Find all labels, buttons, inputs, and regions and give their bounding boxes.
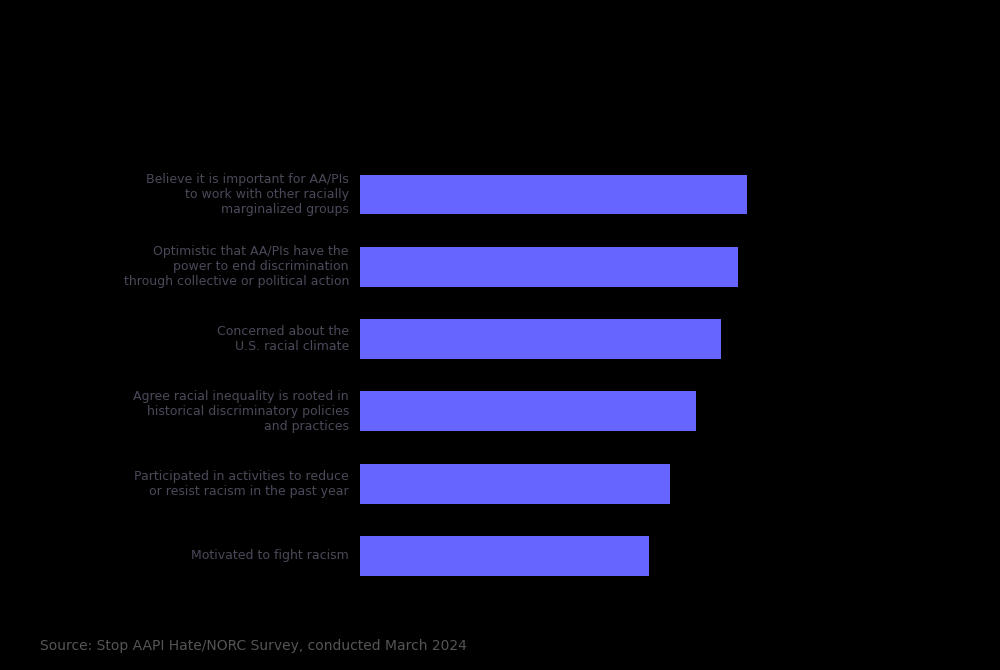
Bar [360, 464, 670, 504]
Bar [360, 174, 747, 214]
Bar [360, 536, 649, 576]
Text: Source: Stop AAPI Hate/NORC Survey, conducted March 2024: Source: Stop AAPI Hate/NORC Survey, cond… [40, 639, 467, 653]
Bar [360, 319, 721, 359]
Bar [360, 391, 696, 431]
Bar [360, 247, 738, 287]
